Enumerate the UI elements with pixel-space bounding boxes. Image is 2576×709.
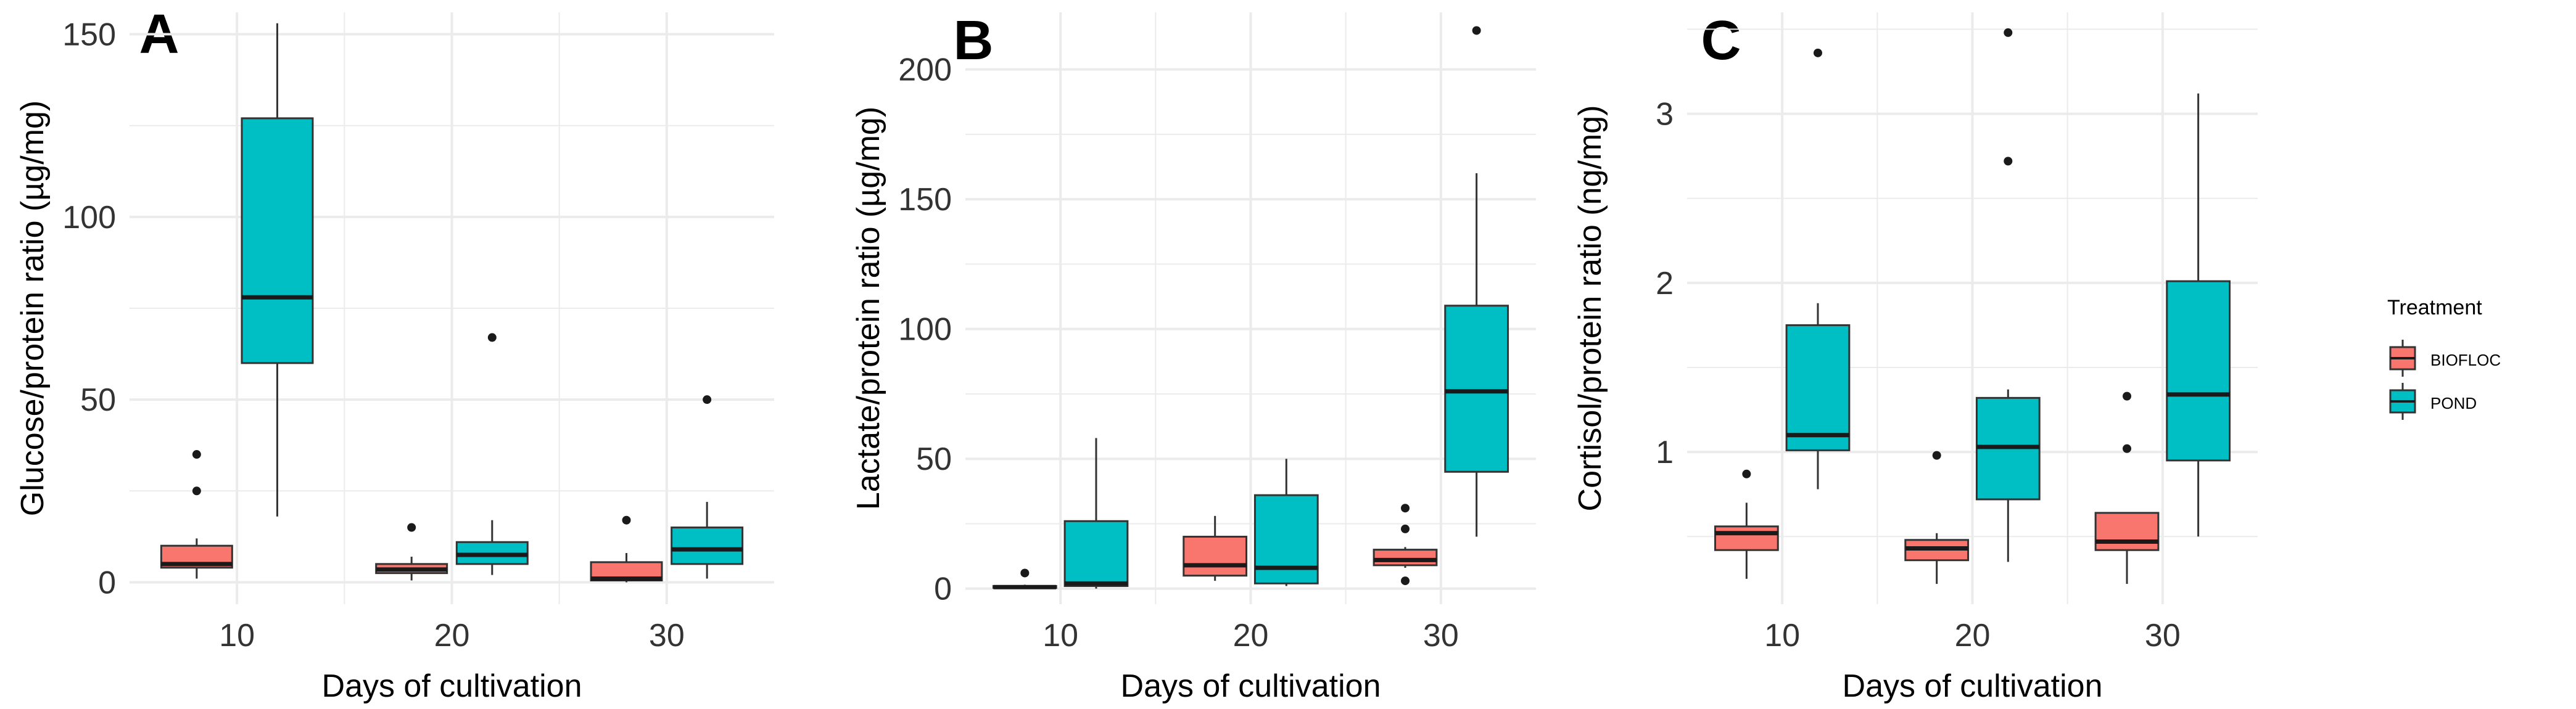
legend-label: BIOFLOC <box>2430 351 2501 369</box>
box-body <box>241 117 314 364</box>
y-tick-label: 0 <box>98 565 116 600</box>
x-tick-label: 10 <box>1042 618 1078 654</box>
panel-b: B 0 50 100 150 200 10 20 30 Days of cultivation La… <box>851 10 1536 704</box>
x-tick-label: 20 <box>434 618 470 654</box>
box-pond-20 <box>1975 28 2041 562</box>
y-tick-label: 0 <box>934 572 952 607</box>
panel-label: C <box>1701 10 1741 72</box>
outlier-point <box>2004 28 2013 37</box>
box-biofloc-20 <box>375 523 448 581</box>
y-tick-label: 3 <box>1656 97 1674 133</box>
box-pond-10 <box>241 23 314 517</box>
box-body <box>1063 520 1129 588</box>
y-axis-title: Lactate/protein ratio (µg/mg) <box>851 107 886 510</box>
x-tick-label: 10 <box>1764 618 1800 654</box>
box-body <box>2094 512 2160 551</box>
box-biofloc-30 <box>590 515 663 583</box>
box-pond-20 <box>455 333 529 575</box>
legend-label: POND <box>2430 394 2477 412</box>
y-tick-label: 50 <box>916 441 952 477</box>
box-body <box>1373 549 1438 567</box>
outlier-point <box>622 515 631 525</box>
box-pond-30 <box>1444 26 1509 537</box>
x-axis-title: Days of cultivation <box>1843 668 2103 704</box>
box-pond-10 <box>1063 438 1129 589</box>
outlier-point <box>1401 504 1410 513</box>
outlier-point <box>2004 157 2013 166</box>
legend-entry-pond: POND <box>2389 383 2477 420</box>
box-pond-30 <box>2166 93 2231 537</box>
outlier-point <box>1813 48 1822 57</box>
outlier-point <box>192 450 201 459</box>
y-tick-label: 50 <box>80 382 116 418</box>
box-body <box>1183 536 1248 577</box>
legend-title: Treatment <box>2387 296 2482 319</box>
x-axis-title: Days of cultivation <box>322 668 582 704</box>
outlier-point <box>2123 444 2132 453</box>
box-body <box>1253 494 1319 584</box>
outlier-point <box>1932 451 1941 460</box>
box-biofloc-10 <box>992 568 1057 589</box>
box-body <box>671 527 744 565</box>
box-biofloc-30 <box>1373 504 1438 586</box>
box-biofloc-20 <box>1904 451 1970 584</box>
legend: Treatment BIOFLOC POND <box>2387 296 2501 420</box>
outlier-point <box>1401 576 1410 586</box>
y-tick-label: 1 <box>1656 435 1674 470</box>
box-body <box>2166 280 2231 462</box>
x-tick-label: 30 <box>649 618 685 654</box>
x-tick-label: 20 <box>1955 618 1991 654</box>
y-tick-label: 2 <box>1656 266 1674 301</box>
outlier-point <box>1401 524 1410 533</box>
y-tick-label: 100 <box>898 312 952 348</box>
outlier-point <box>703 395 712 404</box>
x-axis-title: Days of cultivation <box>1121 668 1381 704</box>
outlier-point <box>1742 469 1751 478</box>
y-axis-title: Cortisol/protein ratio (ng/mg) <box>1572 105 1608 512</box>
x-tick-label: 10 <box>219 618 255 654</box>
outlier-point <box>487 333 497 342</box>
y-tick-label: 150 <box>898 182 952 218</box>
box-pond-20 <box>1253 459 1319 586</box>
box-body <box>1714 525 1779 551</box>
box-body <box>1444 305 1509 473</box>
box-pond-10 <box>1785 48 1851 490</box>
y-tick-label: 100 <box>62 200 116 236</box>
outlier-point <box>1020 568 1030 578</box>
box-body <box>1785 324 1851 451</box>
x-tick-label: 30 <box>2145 618 2181 654</box>
box-biofloc-10 <box>160 450 233 579</box>
box-biofloc-10 <box>1714 469 1779 579</box>
y-tick-label: 150 <box>62 17 116 53</box>
legend-entry-biofloc: BIOFLOC <box>2389 340 2501 377</box>
y-tick-label: 200 <box>898 52 952 88</box>
outlier-point <box>1472 26 1481 35</box>
outlier-point <box>192 486 201 496</box>
outlier-point <box>407 523 416 532</box>
y-axis-title: Glucose/protein ratio (µg/mg) <box>15 100 51 516</box>
box-biofloc-20 <box>1183 515 1248 581</box>
x-tick-label: 30 <box>1423 618 1459 654</box>
x-tick-label: 20 <box>1233 618 1269 654</box>
box-pond-30 <box>671 395 744 579</box>
outlier-point <box>2123 391 2132 401</box>
panel-label: B <box>954 10 994 72</box>
panel-c: C 1 2 3 10 20 30 Days of cultivation Cortisol/pr… <box>1572 10 2258 704</box>
box-biofloc-30 <box>2094 391 2160 584</box>
